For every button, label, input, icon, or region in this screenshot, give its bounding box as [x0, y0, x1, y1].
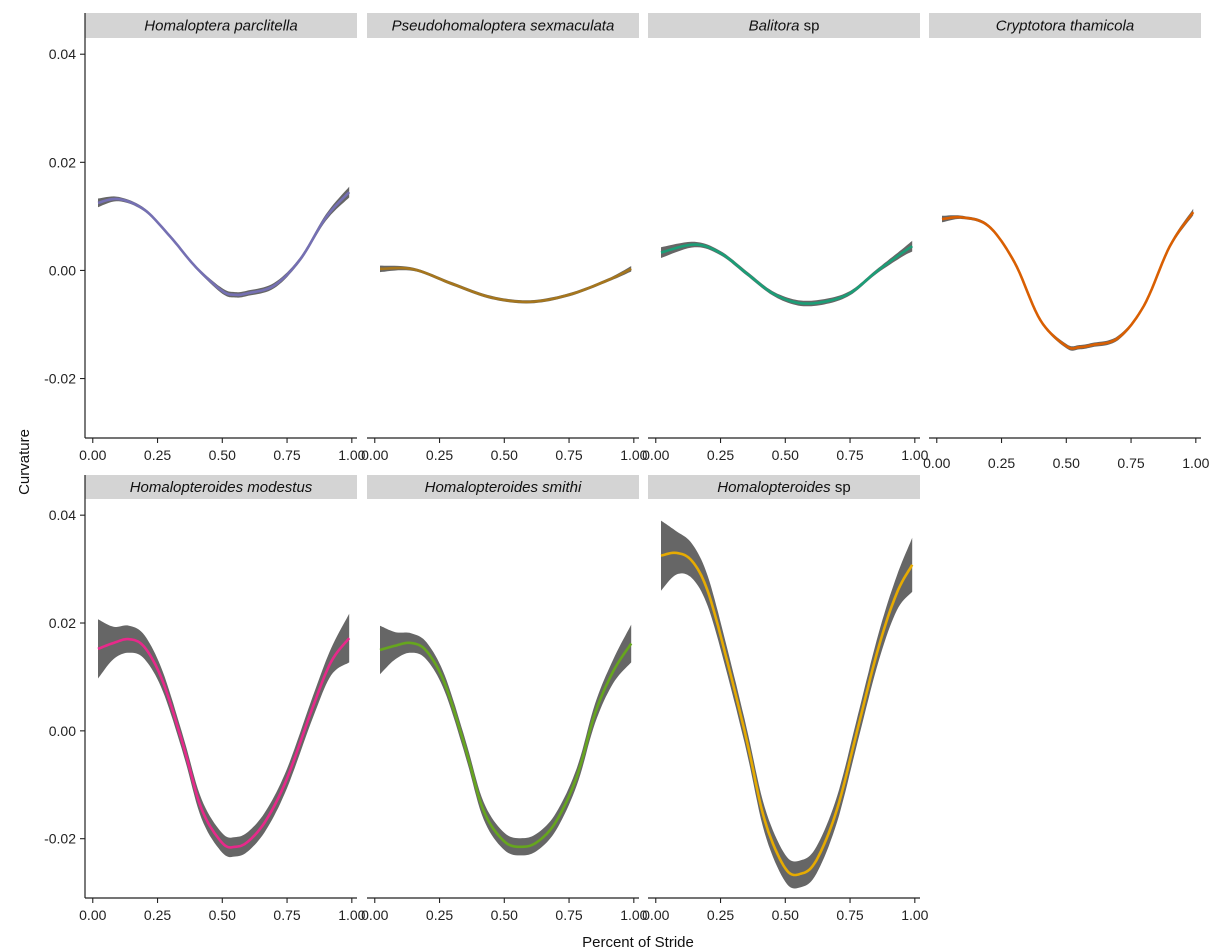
x-tick-label: 0.50	[209, 907, 236, 923]
panels-layer: Homaloptera parclitella 0.00 0.25 0.50 0.75 1…	[44, 13, 1210, 923]
x-tick-label: 1.00	[1182, 455, 1209, 471]
x-tick-label: 0.50	[1053, 455, 1080, 471]
x-tick-label: 0.75	[836, 447, 863, 463]
facet-title: Homaloptera parclitella	[144, 18, 297, 35]
x-tick-label: 0.00	[923, 455, 950, 471]
y-tick-label: 0.04	[49, 507, 76, 523]
series-line	[97, 191, 351, 297]
y-tick-label: 0.00	[49, 262, 76, 278]
facet-title: Homalopteroides sp	[717, 479, 850, 496]
x-tick-label: 0.00	[642, 447, 669, 463]
x-tick-label: 0.25	[426, 447, 453, 463]
facet-title-italic: Homaloptera parclitella	[144, 18, 297, 35]
facet-panel-homalopteroides-sp: Homalopteroides sp 0.00 0.25 0.50 0.75 1.00	[642, 475, 929, 923]
facet-strip	[85, 13, 357, 38]
x-tick-label: 0.00	[361, 907, 388, 923]
series-line	[379, 641, 633, 849]
series-line	[97, 637, 351, 849]
x-axis-title: Percent of Stride	[582, 934, 694, 951]
y-tick-label: 0.00	[49, 723, 76, 739]
facet-title-suffix: sp	[799, 18, 819, 35]
x-tick-label: 0.00	[79, 447, 106, 463]
x-tick-label: 1.00	[620, 907, 647, 923]
facet-title: Pseudohomaloptera sexmaculata	[392, 18, 615, 35]
confidence-band	[661, 240, 913, 307]
facet-title: Homalopteroides smithi	[425, 479, 582, 496]
facet-title-italic: Pseudohomaloptera sexmaculata	[392, 18, 615, 35]
facet-title-italic: Cryptotora thamicola	[996, 18, 1134, 35]
facet-title-italic: Balitora	[749, 18, 800, 35]
facet-panel-cryptotora-thamicola: Cryptotora thamicola 0.00 0.25 0.50 0.75 1.00	[923, 13, 1210, 471]
x-tick-label: 1.00	[901, 447, 928, 463]
facet-title: Balitora sp	[749, 18, 820, 35]
confidence-band	[98, 613, 350, 858]
series-line	[941, 211, 1195, 350]
x-tick-label: 0.50	[209, 447, 236, 463]
y-tick-label: 0.02	[49, 615, 76, 631]
facet-strip	[367, 13, 639, 38]
x-tick-label: 0.75	[555, 447, 582, 463]
facet-strip	[648, 475, 920, 499]
y-tick-label: 0.02	[49, 154, 76, 170]
confidence-band	[661, 520, 913, 889]
y-axis-title: Curvature	[16, 429, 33, 495]
x-tick-label: 1.00	[338, 447, 365, 463]
x-tick-label: 0.50	[772, 447, 799, 463]
facet-title-italic: Homalopteroides modestus	[130, 479, 313, 496]
x-tick-label: 0.75	[1117, 455, 1144, 471]
x-tick-label: 0.25	[707, 907, 734, 923]
x-tick-label: 1.00	[901, 907, 928, 923]
facet-panel-balitora-sp: Balitora sp 0.00 0.25 0.50 0.75 1.00	[642, 13, 929, 463]
x-tick-label: 0.75	[273, 907, 300, 923]
x-tick-label: 0.25	[144, 907, 171, 923]
series-line	[660, 243, 914, 305]
x-tick-label: 0.25	[426, 907, 453, 923]
facet-panel-homalopteroides-smithi: Homalopteroides smithi 0.00 0.25 0.50 0.75 1.…	[361, 475, 648, 923]
x-tick-label: 0.25	[988, 455, 1015, 471]
facet-title-italic: Homalopteroides smithi	[425, 479, 582, 496]
series-line	[380, 266, 632, 304]
x-tick-label: 0.00	[361, 447, 388, 463]
x-tick-label: 1.00	[338, 907, 365, 923]
facet-strip	[85, 475, 357, 499]
facet-title-italic: Homalopteroides	[717, 479, 831, 496]
confidence-band	[380, 624, 632, 856]
facet-panel-homalopteroides-modestus: Homalopteroides modestus 0.00 0.25 0.50 0.75…	[44, 475, 366, 923]
facet-title-suffix: sp	[831, 479, 851, 496]
x-tick-label: 0.50	[491, 447, 518, 463]
y-tick-label: -0.02	[44, 831, 76, 847]
x-tick-label: 0.50	[772, 907, 799, 923]
facet-panel-homaloptera-parclitella: Homaloptera parclitella 0.00 0.25 0.50 0.75 1…	[44, 13, 366, 463]
x-tick-label: 0.25	[707, 447, 734, 463]
x-tick-label: 0.75	[555, 907, 582, 923]
facet-strip	[367, 475, 639, 499]
series-line	[660, 551, 914, 877]
x-tick-label: 0.00	[642, 907, 669, 923]
facet-strip	[929, 13, 1201, 38]
x-tick-label: 0.50	[491, 907, 518, 923]
facet-strip	[648, 13, 920, 38]
x-tick-label: 0.75	[836, 907, 863, 923]
y-tick-label: -0.02	[44, 371, 76, 387]
facet-title: Cryptotora thamicola	[996, 18, 1134, 35]
x-tick-label: 0.00	[79, 907, 106, 923]
x-tick-label: 1.00	[620, 447, 647, 463]
x-tick-label: 0.75	[273, 447, 300, 463]
facet-title: Homalopteroides modestus	[130, 479, 313, 496]
facet-panel-pseudohomaloptera-sexmaculata: Pseudohomaloptera sexmaculata 0.00 0.25 0.5…	[361, 13, 648, 463]
y-tick-label: 0.04	[49, 46, 76, 62]
x-tick-label: 0.25	[144, 447, 171, 463]
